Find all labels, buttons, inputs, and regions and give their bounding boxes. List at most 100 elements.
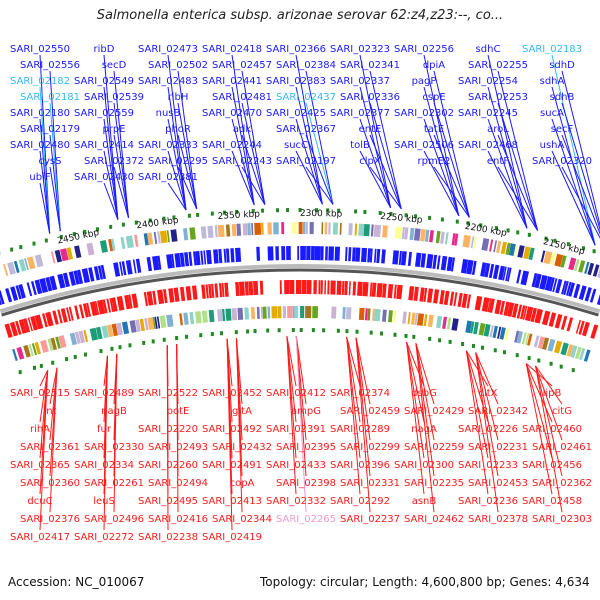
top-gene-label[interactable]: SARI_02341 xyxy=(340,60,400,71)
top-gene-label[interactable]: sdhD xyxy=(549,60,575,71)
top-gene-label[interactable]: SARI_02483 xyxy=(138,76,198,87)
bottom-gene-label[interactable]: SARI_02495 xyxy=(138,496,198,507)
bottom-gene-label[interactable]: SARI_02494 xyxy=(148,478,208,489)
bottom-gene-label[interactable]: dsbG xyxy=(411,388,437,399)
bottom-gene-label[interactable]: SARI_02236 xyxy=(458,496,518,507)
bottom-gene-label[interactable]: SARI_02412 xyxy=(266,388,326,399)
top-gene-label[interactable]: SARI_02183 xyxy=(522,44,582,55)
bottom-gene-label[interactable]: gltA xyxy=(232,406,252,417)
top-gene-label[interactable]: SARI_02337 xyxy=(330,76,390,87)
bottom-gene-label[interactable]: SARI_02453 xyxy=(468,478,528,489)
top-gene-label[interactable]: SARI_02418 xyxy=(202,44,262,55)
bottom-gene-label[interactable]: SARI_02332 xyxy=(266,496,326,507)
bottom-gene-label[interactable]: SARI_02303 xyxy=(532,514,592,525)
bottom-gene-label[interactable]: SARI_02238 xyxy=(138,532,198,543)
top-gene-label[interactable]: SARI_02302 xyxy=(394,108,454,119)
top-gene-label[interactable]: SARI_02181 xyxy=(20,92,80,103)
bottom-gene-label[interactable]: SARI_02496 xyxy=(84,514,144,525)
bottom-gene-label[interactable]: SARI_02396 xyxy=(330,460,390,471)
bottom-gene-label[interactable]: SARI_02522 xyxy=(138,388,198,399)
top-gene-label[interactable]: SARI_02383 xyxy=(266,76,326,87)
bottom-gene-label[interactable]: SARI_02398 xyxy=(276,478,336,489)
top-gene-label[interactable]: SARI_02180 xyxy=(10,108,70,119)
top-gene-label[interactable]: phoR xyxy=(165,124,191,135)
top-gene-label[interactable]: SARI_02437 xyxy=(276,92,336,103)
top-gene-label[interactable]: SARI_02323 xyxy=(330,44,390,55)
top-gene-label[interactable]: ubiF xyxy=(29,172,50,183)
bottom-gene-label[interactable]: SARI_02226 xyxy=(458,424,518,435)
top-gene-label[interactable]: SARI_02243 xyxy=(212,156,272,167)
top-gene-label[interactable]: adk xyxy=(233,124,251,135)
top-gene-label[interactable]: SARI_02430 xyxy=(74,172,134,183)
top-gene-label[interactable]: pagP xyxy=(412,76,437,87)
top-gene-label[interactable]: SARI_02470 xyxy=(202,108,262,119)
top-gene-label[interactable]: sdhA xyxy=(540,76,565,87)
top-gene-label[interactable]: SARI_02556 xyxy=(20,60,80,71)
bottom-gene-label[interactable]: potE xyxy=(167,406,190,417)
top-gene-label[interactable]: SARI_02549 xyxy=(74,76,134,87)
bottom-gene-label[interactable]: SARI_02515 xyxy=(10,388,70,399)
bottom-gene-label[interactable]: SARI_02361 xyxy=(20,442,80,453)
bottom-gene-label[interactable]: leuS xyxy=(93,496,115,507)
bottom-gene-label[interactable]: SARI_02489 xyxy=(74,388,134,399)
top-gene-label[interactable]: SARI_02256 xyxy=(394,44,454,55)
bottom-gene-label[interactable]: SARI_02237 xyxy=(340,514,400,525)
bottom-gene-label[interactable]: SARI_02289 xyxy=(330,424,390,435)
bottom-gene-label[interactable]: SARI_02458 xyxy=(522,496,582,507)
top-gene-label[interactable]: SARI_02377 xyxy=(330,108,390,119)
top-gene-label[interactable]: prpE xyxy=(102,124,125,135)
bottom-gene-label[interactable]: SARI_02235 xyxy=(404,478,464,489)
top-gene-label[interactable]: SARI_02506 xyxy=(394,140,454,151)
top-gene-label[interactable]: SARI_02502 xyxy=(148,60,208,71)
top-gene-label[interactable]: SARI_02295 xyxy=(148,156,208,167)
top-gene-label[interactable]: secD xyxy=(102,60,127,71)
bottom-gene-label[interactable]: SARI_02331 xyxy=(340,478,400,489)
top-gene-label[interactable]: SARI_02336 xyxy=(340,92,400,103)
bottom-gene-label[interactable]: SARI_02334 xyxy=(74,460,134,471)
bottom-gene-label[interactable]: SARI_02493 xyxy=(148,442,208,453)
top-gene-label[interactable]: SARI_02384 xyxy=(276,60,336,71)
top-gene-label[interactable]: SARI_02381 xyxy=(138,172,198,183)
bottom-gene-label[interactable]: fur xyxy=(97,424,112,435)
bottom-gene-label[interactable]: SARI_02452 xyxy=(202,388,262,399)
top-gene-label[interactable]: SARI_02414 xyxy=(74,140,134,151)
top-gene-label[interactable]: SARI_02182 xyxy=(10,76,70,87)
bottom-gene-label[interactable]: SARI_02365 xyxy=(10,460,70,471)
bottom-gene-label[interactable]: lipB xyxy=(543,388,562,399)
bottom-gene-label[interactable]: SARI_02362 xyxy=(532,478,592,489)
top-gene-label[interactable]: sucA xyxy=(540,108,564,119)
top-gene-label[interactable]: clpX xyxy=(359,156,381,167)
top-gene-label[interactable]: SARI_02253 xyxy=(468,92,528,103)
bottom-gene-label[interactable]: SARI_02391 xyxy=(266,424,326,435)
top-gene-label[interactable]: SARI_02372 xyxy=(84,156,144,167)
top-gene-label[interactable]: sdhC xyxy=(476,44,501,55)
top-gene-label[interactable]: SARI_02468 xyxy=(458,140,518,151)
top-gene-label[interactable]: dpiA xyxy=(423,60,445,71)
top-gene-label[interactable]: SARI_02254 xyxy=(458,76,518,87)
bottom-gene-label[interactable]: SARI_02299 xyxy=(340,442,400,453)
top-gene-label[interactable]: rpmE2 xyxy=(418,156,451,167)
bottom-gene-label[interactable]: SARI_02344 xyxy=(212,514,272,525)
bottom-gene-label[interactable]: lnt xyxy=(43,406,56,417)
top-gene-label[interactable]: SARI_02197 xyxy=(276,156,336,167)
bottom-gene-label[interactable]: SARI_02231 xyxy=(468,442,528,453)
bottom-gene-label[interactable]: SARI_02433 xyxy=(266,460,326,471)
bottom-gene-label[interactable]: rihA xyxy=(30,424,50,435)
top-gene-label[interactable]: SARI_02481 xyxy=(212,92,272,103)
bottom-gene-label[interactable]: SARI_02374 xyxy=(330,388,390,399)
top-gene-label[interactable]: entF xyxy=(487,156,509,167)
bottom-gene-label[interactable]: SARI_02378 xyxy=(468,514,528,525)
bottom-gene-label[interactable]: SARI_02300 xyxy=(394,460,454,471)
bottom-gene-label[interactable]: SARI_02260 xyxy=(138,460,198,471)
bottom-gene-label[interactable]: citG xyxy=(552,406,572,417)
bottom-gene-label[interactable]: SARI_02376 xyxy=(20,514,80,525)
top-gene-label[interactable]: SARI_02457 xyxy=(212,60,272,71)
bottom-gene-label[interactable]: SARI_02395 xyxy=(276,442,336,453)
bottom-gene-label[interactable]: SARI_02259 xyxy=(404,442,464,453)
top-gene-label[interactable]: aroL xyxy=(487,124,509,135)
top-gene-label[interactable]: tolB xyxy=(350,140,370,151)
bottom-gene-label[interactable]: SARI_02360 xyxy=(20,478,80,489)
bottom-gene-label[interactable]: nagA xyxy=(411,424,437,435)
bottom-gene-label[interactable]: citX xyxy=(478,388,497,399)
top-gene-label[interactable]: SARI_02425 xyxy=(266,108,326,119)
